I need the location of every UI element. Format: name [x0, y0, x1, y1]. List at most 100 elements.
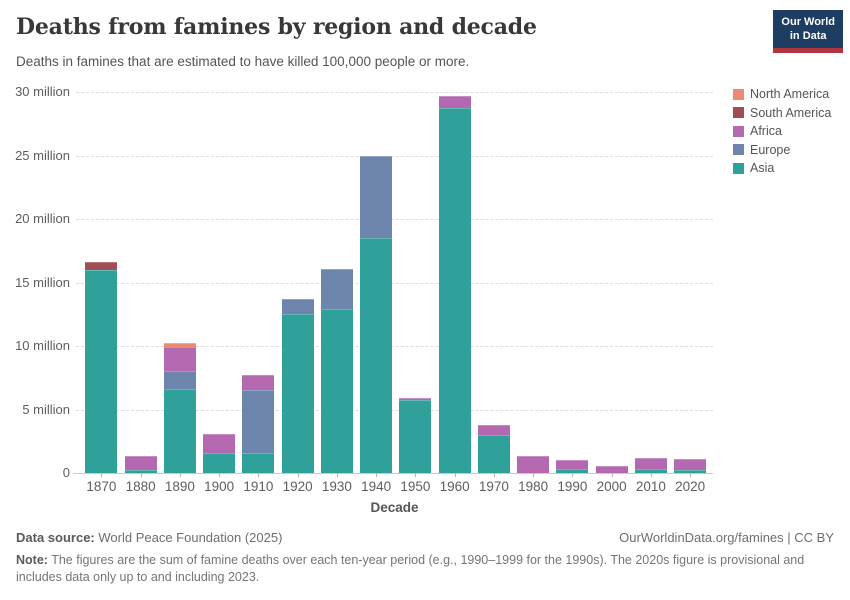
x-tick-label-1890: 1890 [164, 479, 195, 494]
y-tick-label: 5 million [22, 401, 70, 417]
bar-segment-europe-1940[interactable] [360, 156, 393, 239]
bar-segment-asia-1900[interactable] [203, 453, 236, 473]
bar-segment-africa-1970[interactable] [477, 425, 510, 435]
bar-segment-asia-1950[interactable] [399, 399, 432, 473]
x-tick-mark-2000 [611, 473, 613, 477]
data-source: Data source: World Peace Foundation (202… [16, 530, 282, 545]
x-tick-mark-1870 [101, 473, 103, 477]
legend-swatch-north-america [733, 88, 744, 100]
x-axis-title: Decade [370, 500, 419, 515]
bar-segment-asia-1960[interactable] [438, 107, 471, 473]
chart-title: Deaths from famines by region and decade [16, 14, 537, 40]
bar-segment-north-america-1890[interactable] [163, 343, 196, 348]
bar-segment-africa-1950[interactable] [399, 398, 432, 400]
x-tick-label-2020: 2020 [675, 479, 706, 494]
x-axis-line [73, 473, 713, 474]
legend-swatch-africa [733, 125, 744, 137]
x-tick-label-1930: 1930 [321, 479, 352, 494]
legend-label: Asia [750, 161, 775, 176]
x-tick-label-1880: 1880 [125, 479, 156, 494]
bar-segment-africa-1880[interactable] [124, 455, 157, 471]
legend-label: South America [750, 105, 832, 120]
bar-segment-africa-1900[interactable] [203, 434, 236, 454]
bar-segment-asia-1870[interactable] [85, 269, 118, 473]
x-tick-label-1870: 1870 [86, 479, 117, 494]
legend-label: North America [750, 87, 830, 102]
legend-item-south-america[interactable]: South America [733, 104, 831, 123]
x-tick-label-2010: 2010 [635, 479, 666, 494]
bar-segment-africa-2010[interactable] [634, 457, 667, 469]
bar-segment-africa-1960[interactable] [438, 95, 471, 108]
legend-item-europe[interactable]: Europe [733, 141, 831, 160]
owid-logo-line2: in Data [789, 29, 827, 42]
legend-item-africa[interactable]: Africa [733, 122, 831, 141]
bar-segment-asia-1890[interactable] [163, 389, 196, 473]
x-tick-mark-1940 [376, 473, 378, 477]
note-text: The figures are the sum of famine deaths… [16, 553, 805, 584]
data-source-label: Data source: [16, 530, 95, 545]
x-tick-mark-2020 [690, 473, 692, 477]
bar-segment-europe-1920[interactable] [281, 299, 314, 315]
legend-label: Europe [750, 142, 791, 157]
legend: North America South America Africa Europe As… [733, 85, 831, 178]
x-tick-label-1900: 1900 [204, 479, 235, 494]
bar-segment-asia-1990[interactable] [556, 468, 589, 473]
owid-logo-line1: Our World [781, 16, 835, 28]
bar-segment-africa-1890[interactable] [163, 347, 196, 372]
plot-area [73, 92, 713, 477]
y-tick-label: 30 million [15, 84, 70, 99]
y-tick-label: 0 [62, 465, 70, 480]
bar-segment-south-america-1870[interactable] [85, 262, 118, 270]
footer: Data source: World Peace Foundation (202… [16, 530, 834, 586]
x-tick-label-2000: 2000 [596, 479, 627, 494]
bar-segment-asia-1970[interactable] [477, 434, 510, 473]
bar-segment-asia-1920[interactable] [281, 314, 314, 473]
bar-segment-africa-1980[interactable] [517, 455, 550, 473]
bar-segment-asia-1910[interactable] [242, 453, 275, 473]
bar-segment-asia-1930[interactable] [320, 309, 353, 473]
y-tick-label: 15 million [15, 274, 70, 290]
x-tick-label-1950: 1950 [400, 479, 431, 494]
bar-segment-europe-1890[interactable] [163, 371, 196, 390]
x-tick-mark-1990 [572, 473, 574, 477]
x-tick-label-1940: 1940 [361, 479, 392, 494]
x-tick-label-1960: 1960 [439, 479, 470, 494]
gridline-5m [76, 409, 713, 411]
bar-segment-africa-2000[interactable] [595, 466, 628, 473]
gridline-25m [76, 155, 713, 157]
bar-segment-africa-1910[interactable] [242, 374, 275, 391]
x-tick-mark-1910 [258, 473, 260, 477]
x-tick-mark-1900 [219, 473, 221, 477]
gridline-10m [76, 346, 713, 347]
legend-item-north-america[interactable]: North America [733, 85, 831, 104]
x-tick-label-1980: 1980 [518, 479, 549, 494]
legend-label: Africa [750, 124, 782, 139]
x-tick-mark-1960 [454, 473, 456, 477]
bar-segment-asia-2010[interactable] [634, 468, 667, 473]
chart-note: Note: The figures are the sum of famine … [16, 552, 806, 586]
x-tick-mark-1930 [336, 473, 338, 477]
y-tick-label: 10 million [15, 338, 70, 353]
bar-segment-europe-1910[interactable] [242, 390, 275, 454]
gridline-20m [76, 219, 713, 220]
x-tick-mark-2010 [650, 473, 652, 477]
owid-logo: Our World in Data [773, 10, 843, 53]
legend-swatch-europe [733, 144, 744, 156]
bar-segment-africa-1990[interactable] [556, 459, 589, 469]
bar-segment-asia-1880[interactable] [124, 470, 157, 473]
bar-segment-asia-1940[interactable] [360, 238, 393, 473]
gridline-30m [76, 92, 713, 93]
attribution-link[interactable]: OurWorldinData.org/famines | CC BY [619, 530, 834, 545]
x-tick-mark-1980 [533, 473, 535, 477]
chart-subtitle: Deaths in famines that are estimated to … [16, 54, 470, 69]
bar-segment-africa-2020[interactable] [674, 459, 707, 471]
bar-segment-asia-2020[interactable] [674, 470, 707, 473]
legend-item-asia[interactable]: Asia [733, 159, 831, 178]
data-source-value: World Peace Foundation (2025) [98, 530, 283, 545]
x-tick-label-1990: 1990 [557, 479, 588, 494]
y-tick-label: 20 million [15, 211, 70, 226]
x-tick-label-1920: 1920 [282, 479, 313, 494]
y-tick-label: 25 million [15, 147, 70, 163]
bar-segment-europe-1930[interactable] [320, 268, 353, 310]
